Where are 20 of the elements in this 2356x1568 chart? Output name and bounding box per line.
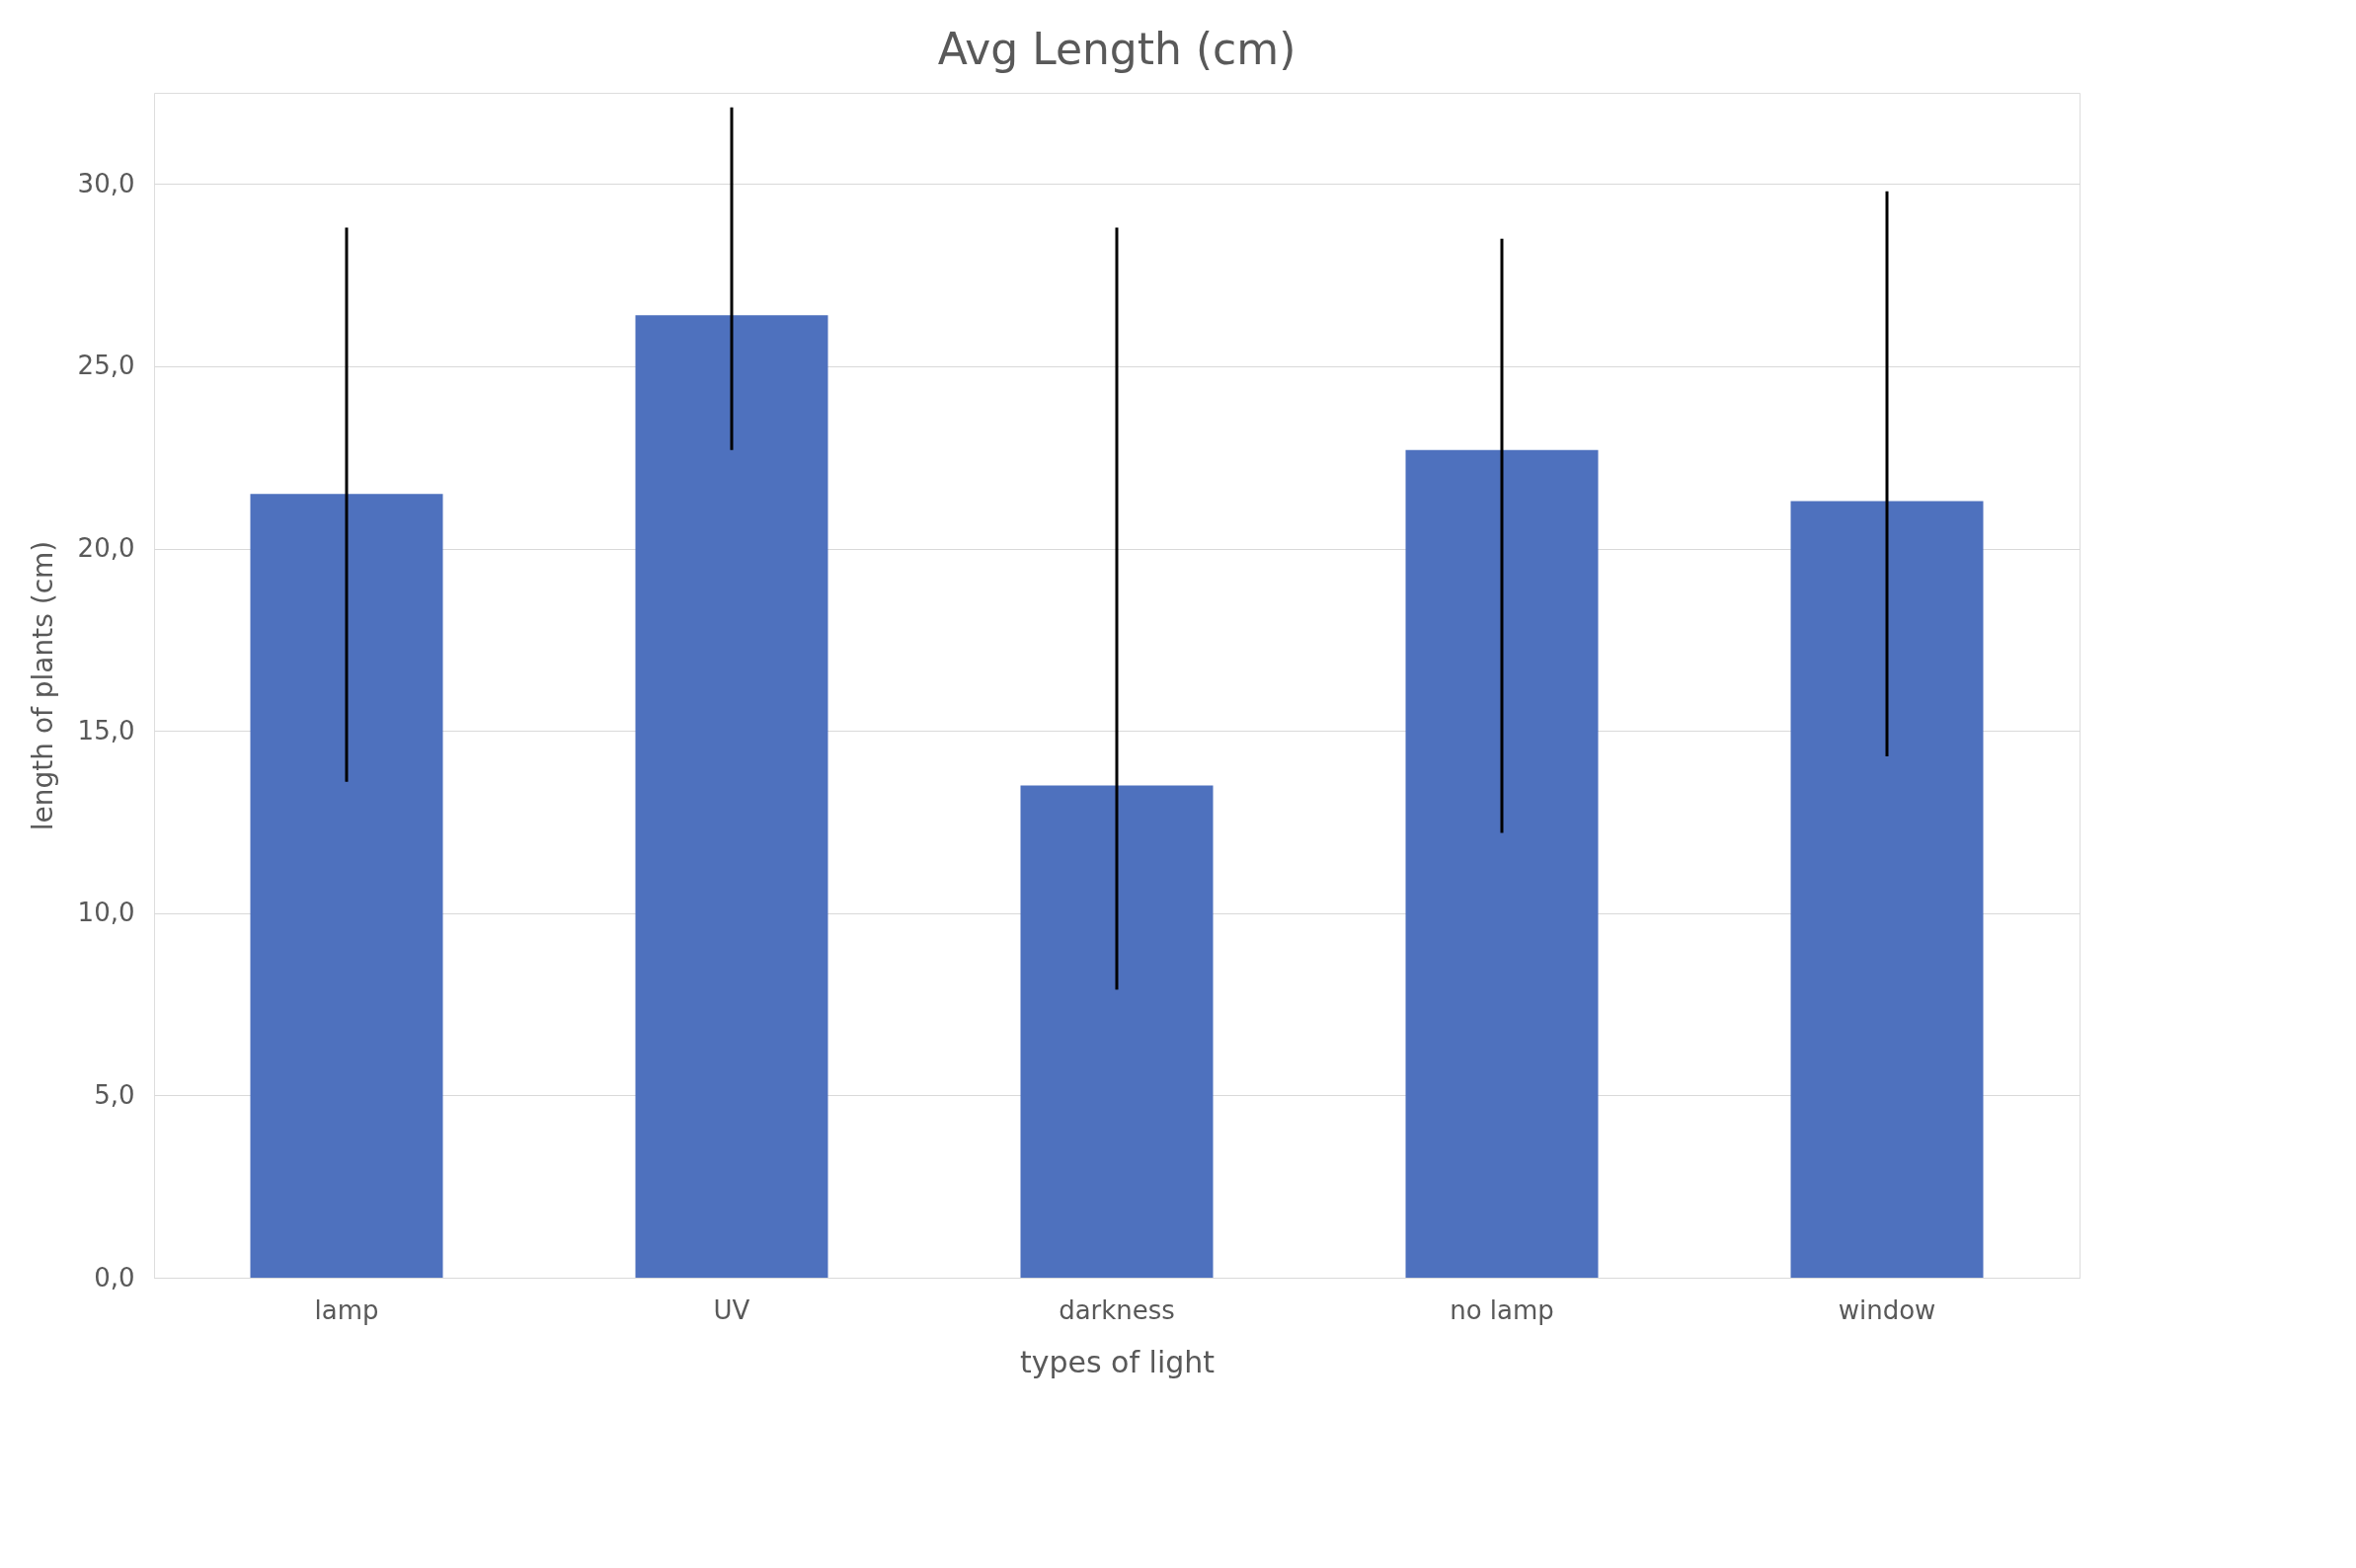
x-tick-label: window [1838, 1294, 1936, 1325]
bar [1405, 449, 1599, 1278]
x-tick-label: lamp [314, 1294, 379, 1325]
y-tick-label: 25,0 [77, 351, 135, 381]
y-tick-label: 30,0 [77, 168, 135, 198]
bar [635, 315, 828, 1278]
chart-title: Avg Length (cm) [937, 24, 1296, 74]
bar [1020, 785, 1214, 1278]
y-tick-label: 5,0 [94, 1079, 135, 1110]
y-tick-label: 20,0 [77, 533, 135, 564]
bar [1790, 501, 1984, 1278]
y-tick-label: 10,0 [77, 898, 135, 928]
y-tick-label: 0,0 [94, 1262, 135, 1293]
x-axis-title: types of light [1019, 1344, 1216, 1379]
x-tick-label: darkness [1059, 1294, 1175, 1325]
bar [250, 494, 443, 1278]
y-axis-title: length of plants (cm) [26, 540, 59, 831]
x-tick-label: UV [713, 1294, 750, 1325]
x-tick-label: no lamp [1450, 1294, 1554, 1325]
y-tick-label: 15,0 [77, 715, 135, 745]
